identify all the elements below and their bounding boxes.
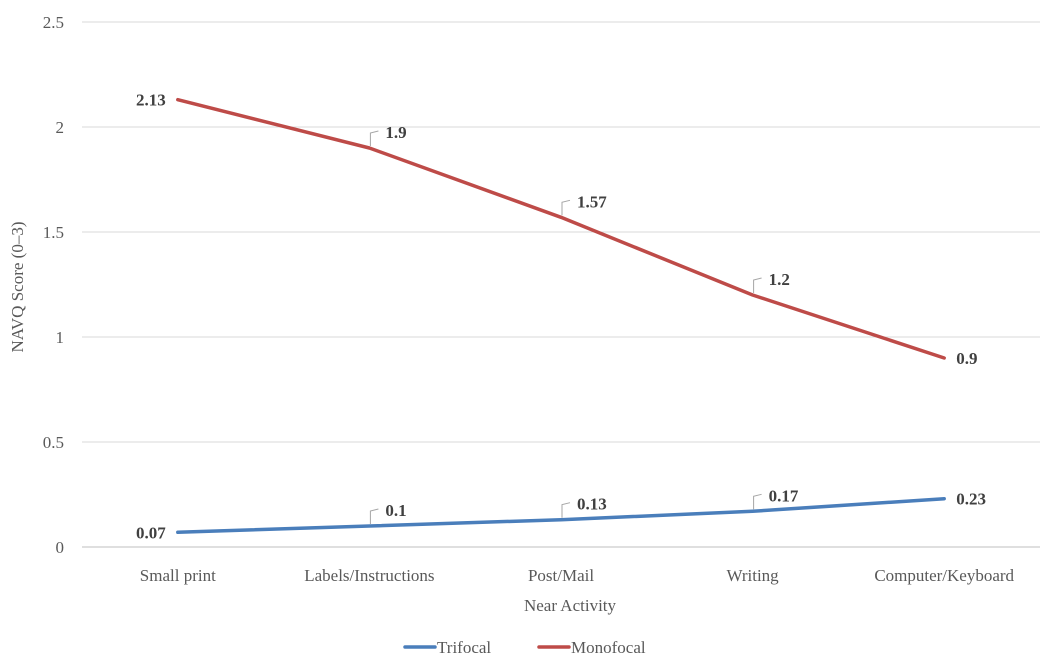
y-axis-title: NAVQ Score (0–3) — [8, 222, 27, 353]
gridlines — [82, 21, 1040, 548]
label-leader — [369, 508, 379, 524]
x-tick-label: Post/Mail — [528, 566, 594, 585]
data-label-trifocal: 0.23 — [956, 490, 986, 509]
y-tick-label: 1 — [56, 328, 65, 347]
data-label-monofocal: 1.2 — [769, 270, 790, 289]
data-label-trifocal: 0.13 — [577, 495, 607, 514]
data-label-trifocal: 0.1 — [385, 501, 406, 520]
legend-label-monofocal: Monofocal — [571, 638, 646, 657]
label-leader — [561, 502, 571, 518]
x-tick-label: Writing — [726, 566, 779, 585]
label-leader — [753, 493, 762, 510]
legend-label-trifocal: Trifocal — [437, 638, 491, 657]
data-label-monofocal: 1.57 — [577, 192, 607, 211]
y-tick-label: 1.5 — [43, 223, 64, 242]
label-leader — [369, 130, 379, 146]
series-lines — [176, 97, 946, 535]
data-labels: 0.07 0.1 0.13 0.17 0.23 2.13 1.9 1.57 1.2 0.9 — [136, 91, 986, 543]
y-tick-label: 0 — [56, 538, 65, 557]
data-label-trifocal: 0.17 — [769, 486, 799, 505]
series-line-monofocal — [176, 97, 946, 360]
data-label-monofocal: 2.13 — [136, 91, 166, 110]
y-tick-label: 2.5 — [43, 13, 64, 32]
label-callouts — [369, 130, 762, 524]
y-tick-label: 0.5 — [43, 433, 64, 452]
x-tick-label: Computer/Keyboard — [874, 566, 1014, 585]
legend: Trifocal Monofocal — [403, 638, 646, 657]
series-line-trifocal — [176, 496, 946, 535]
x-tick-label: Small print — [140, 566, 216, 585]
x-axis-title: Near Activity — [524, 596, 617, 615]
y-tick-label: 2 — [56, 118, 65, 137]
data-label-trifocal: 0.07 — [136, 523, 166, 542]
x-tick-label: Labels/Instructions — [304, 566, 434, 585]
label-leader — [753, 277, 762, 293]
data-label-monofocal: 1.9 — [385, 123, 406, 142]
y-axis-ticks: 0 0.5 1 1.5 2 2.5 — [43, 13, 64, 557]
x-axis-ticks: Small print Labels/Instructions Post/Mail W… — [140, 566, 1015, 585]
label-leader — [561, 199, 571, 216]
data-label-monofocal: 0.9 — [956, 349, 977, 368]
